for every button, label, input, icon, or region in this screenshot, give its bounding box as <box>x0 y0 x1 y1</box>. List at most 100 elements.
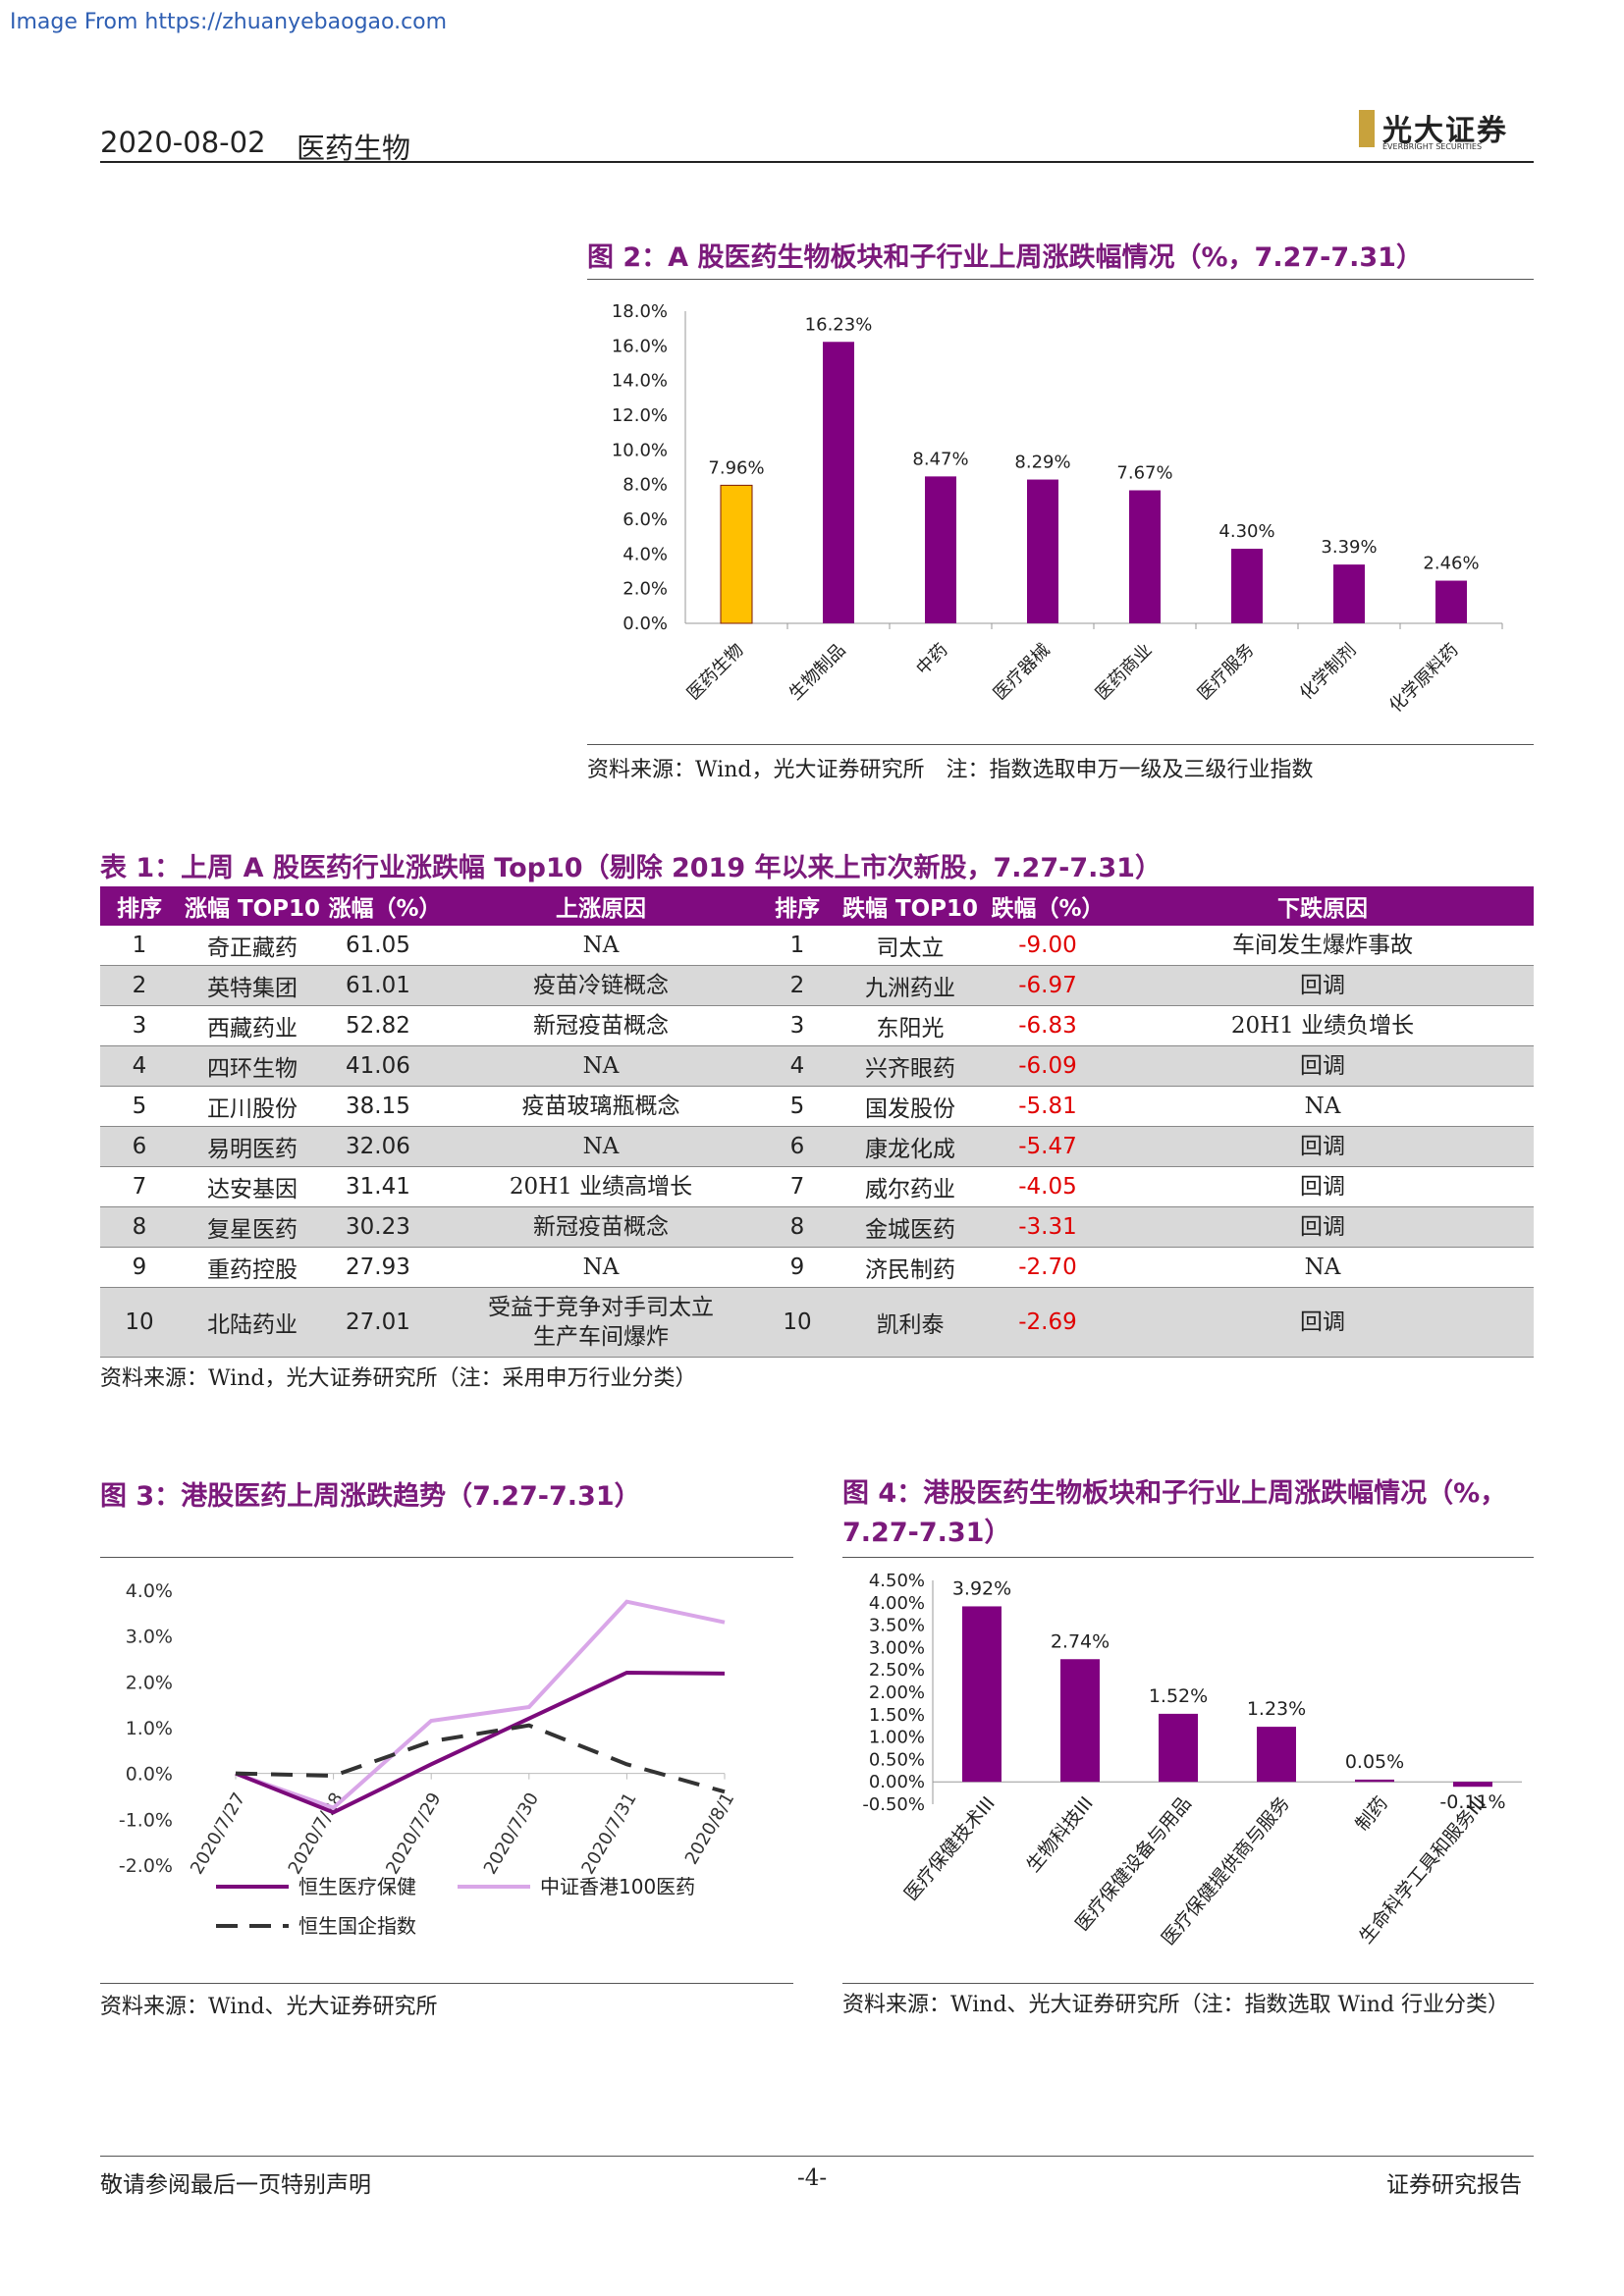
fig2-category-label: 化学制剂 <box>1296 640 1361 705</box>
fig4-bar <box>962 1606 1001 1783</box>
cell-rank-down: 10 <box>758 1287 837 1358</box>
cell-loss-pct: -9.00 <box>984 926 1111 966</box>
cell-loss-reason: 回调 <box>1111 1126 1534 1167</box>
cell-gain-reason: 新冠疫苗概念 <box>444 1206 758 1248</box>
fig2-bar <box>1333 564 1365 623</box>
cell-gain-pct: 38.15 <box>326 1086 444 1127</box>
fig2-ytick-label: 16.0% <box>612 336 668 356</box>
cell-gain-stock: 英特集团 <box>179 965 326 1006</box>
fig3-x-label: 2020/8/1 <box>681 1789 739 1869</box>
cell-gain-stock: 四环生物 <box>179 1045 326 1087</box>
fig2-chart: 18.0% 16.0% 14.0% 12.0% 10.0% 8.0% 6.0% 4.0% 2.0… <box>612 301 1503 717</box>
cell-rank-up: 4 <box>100 1045 179 1087</box>
fig2-category-label: 医药生物 <box>683 640 748 705</box>
cell-loss-pct: -2.70 <box>984 1247 1111 1288</box>
cell-rank-up: 2 <box>100 965 179 1006</box>
fig3-x-label: 2020/7/31 <box>577 1789 640 1878</box>
fig3-ytick-label: 0.0% <box>126 1764 173 1786</box>
report-date: 2020-08-02 <box>100 126 266 159</box>
cell-loss-reason: NA <box>1111 1247 1534 1288</box>
cell-rank-up: 10 <box>100 1287 179 1358</box>
fig2-value-label: 8.47% <box>912 449 968 469</box>
cell-rank-down: 1 <box>758 926 837 966</box>
fig4-ytick-label: 1.50% <box>869 1705 925 1726</box>
cell-loss-pct: -2.69 <box>984 1287 1111 1358</box>
cell-loss-pct: -4.05 <box>984 1166 1111 1207</box>
table-row: 1 奇正藏药 61.05 NA 1 司太立 -9.00 车间发生爆炸事故 <box>100 926 1534 966</box>
fig3-ytick-label: -1.0% <box>119 1809 173 1831</box>
cell-rank-up: 1 <box>100 926 179 966</box>
cell-loss-stock: 九洲药业 <box>837 965 984 1006</box>
fig3-ytick-label: 3.0% <box>126 1627 173 1648</box>
fig4-title: 图 4：港股医药生物板块和子行业上周涨跌幅情况（%，7.27-7.31） <box>842 1478 1507 1548</box>
fig4-ytick-label: 0.00% <box>869 1772 925 1792</box>
cell-rank-down: 5 <box>758 1086 837 1127</box>
th-rank-down: 排序 <box>758 886 837 926</box>
table-header-row: 排序 涨幅 TOP10 涨幅（%） 上涨原因 排序 跌幅 TOP10 跌幅（%）… <box>100 886 1534 926</box>
fig2-bar <box>1027 479 1058 623</box>
company-logo: 光大证券 EVERBRIGHT SECURITIES <box>1359 106 1534 155</box>
fig2-value-label: 7.67% <box>1116 462 1172 483</box>
cell-loss-stock: 济民制药 <box>837 1247 984 1288</box>
cell-gain-pct: 52.82 <box>326 1005 444 1046</box>
cell-loss-reason: 车间发生爆炸事故 <box>1111 926 1534 966</box>
cell-gain-pct: 27.93 <box>326 1247 444 1288</box>
fig3-legend-label: 恒生医疗保健 <box>298 1875 416 1898</box>
cell-gain-pct: 41.06 <box>326 1045 444 1087</box>
cell-rank-up: 3 <box>100 1005 179 1046</box>
fig2-category-label: 生物制品 <box>785 640 850 705</box>
cell-loss-pct: -5.81 <box>984 1086 1111 1127</box>
cell-loss-pct: -3.31 <box>984 1206 1111 1248</box>
cell-rank-up: 5 <box>100 1086 179 1127</box>
fig2-ytick-label: 2.0% <box>623 579 668 600</box>
table1-source: 资料来源：Wind，光大证券研究所（注：采用申万行业分类） <box>100 1366 697 1391</box>
fig2-ytick-label: 10.0% <box>612 440 668 460</box>
fig3-ytick-label: -2.0% <box>119 1855 173 1877</box>
fig4-ytick-label: 2.50% <box>869 1660 925 1681</box>
th-loss-pct: 跌幅（%） <box>984 886 1111 926</box>
header-rule <box>100 161 1534 163</box>
cell-gain-reason: NA <box>444 926 758 966</box>
fig2-top-rule <box>587 279 1534 280</box>
fig4-top-rule <box>842 1557 1534 1558</box>
fig2-value-label: 7.96% <box>708 457 764 478</box>
cell-loss-reason: 20H1 业绩负增长 <box>1111 1005 1534 1046</box>
cell-loss-reason: 回调 <box>1111 1045 1534 1087</box>
fig4-value-label: 1.23% <box>1247 1698 1306 1720</box>
cell-gain-stock: 易明医药 <box>179 1126 326 1167</box>
fig4-value-label: 3.92% <box>952 1577 1011 1599</box>
fig4-ytick-label: 1.00% <box>869 1728 925 1748</box>
fig2-category-label: 化学原料药 <box>1385 640 1462 717</box>
cell-loss-reason: 回调 <box>1111 965 1534 1006</box>
cell-rank-down: 3 <box>758 1005 837 1046</box>
cell-gain-reason: NA <box>444 1045 758 1087</box>
cell-gain-pct: 30.23 <box>326 1206 444 1248</box>
logo-cn: 光大证券 <box>1382 114 1508 148</box>
fig2-bar <box>720 484 753 624</box>
table-row: 8 复星医药 30.23 新冠疫苗概念 8 金城医药 -3.31 回调 <box>100 1206 1534 1248</box>
fig2-bar <box>823 342 854 623</box>
cell-rank-up: 8 <box>100 1206 179 1248</box>
cell-gain-stock: 西藏药业 <box>179 1005 326 1046</box>
fig3-ytick-label: 4.0% <box>126 1580 173 1602</box>
fig4-category-label: 生物科技III <box>1022 1792 1098 1876</box>
cell-loss-pct: -6.83 <box>984 1005 1111 1046</box>
cell-gain-pct: 32.06 <box>326 1126 444 1167</box>
cell-gain-pct: 27.01 <box>326 1287 444 1358</box>
fig4-ytick-label: 0.50% <box>869 1749 925 1770</box>
table-row: 9 重药控股 27.93 NA 9 济民制药 -2.70 NA <box>100 1247 1534 1288</box>
cell-loss-stock: 司太立 <box>837 926 984 966</box>
fig4-bar <box>1453 1782 1492 1788</box>
footer-rule <box>100 2156 1534 2157</box>
fig4-ytick-label: 3.50% <box>869 1616 925 1636</box>
cell-rank-down: 2 <box>758 965 837 1006</box>
fig4-ytick-label: 4.00% <box>869 1593 925 1614</box>
fig2-ytick-label: 18.0% <box>612 301 668 322</box>
fig3-legend-label: 恒生国企指数 <box>298 1914 416 1938</box>
fig2-ytick-label: 14.0% <box>612 371 668 392</box>
fig2-bottom-rule <box>587 744 1534 745</box>
cell-gain-stock: 复星医药 <box>179 1206 326 1248</box>
table-row: 2 英特集团 61.01 疫苗冷链概念 2 九洲药业 -6.97 回调 <box>100 965 1534 1006</box>
fig3-series-line-2 <box>235 1599 726 1810</box>
cell-gain-reason: 新冠疫苗概念 <box>444 1005 758 1046</box>
